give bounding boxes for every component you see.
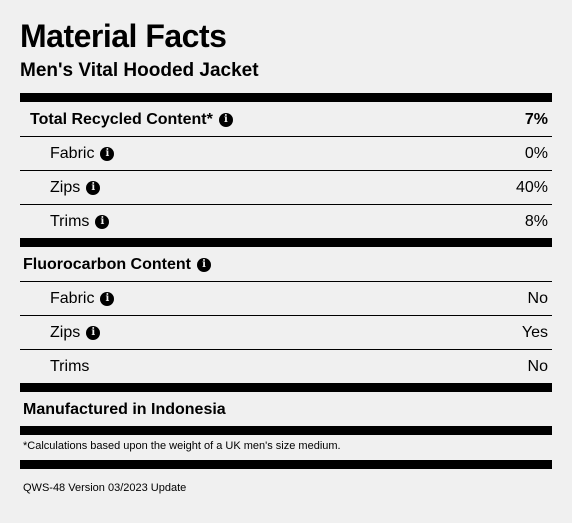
recycled-fabric-row: Fabric i 0% xyxy=(20,137,548,170)
divider xyxy=(20,170,552,171)
fluorocarbon-trims-value: No xyxy=(527,357,548,375)
recycled-trims-label: Trims xyxy=(50,212,90,230)
info-icon[interactable]: i xyxy=(100,146,115,161)
recycled-trims-row: Trims i 8% xyxy=(20,205,548,238)
divider xyxy=(20,204,552,205)
info-icon[interactable]: i xyxy=(196,257,211,272)
divider-thick xyxy=(20,426,552,435)
divider-thick xyxy=(20,383,552,392)
divider-thick xyxy=(20,93,552,102)
recycled-zips-value: 40% xyxy=(515,178,548,196)
fluorocarbon-zips-row: Zips i Yes xyxy=(20,316,548,349)
info-icon[interactable]: i xyxy=(95,214,110,229)
divider-thick xyxy=(20,238,552,247)
footnote: *Calculations based upon the weight of a… xyxy=(23,440,341,452)
page-title: Material Facts xyxy=(20,18,227,54)
recycled-fabric-value: 0% xyxy=(524,144,548,162)
version-label: QWS-48 Version 03/2023 Update xyxy=(23,482,187,494)
recycled-zips-label: Zips xyxy=(50,178,81,196)
fluorocarbon-zips-value: Yes xyxy=(521,323,548,341)
fluorocarbon-trims-label: Trims xyxy=(50,357,90,375)
info-icon[interactable]: i xyxy=(100,291,115,306)
recycled-fabric-label: Fabric xyxy=(50,144,95,162)
fluorocarbon-trims-row: Trims No xyxy=(20,350,548,383)
origin-row: Manufactured in Indonesia xyxy=(20,393,548,426)
fluorocarbon-fabric-value: No xyxy=(527,289,548,307)
recycled-total-label: Total Recycled Content* xyxy=(30,110,213,128)
product-name: Men's Vital Hooded Jacket xyxy=(20,60,259,81)
recycled-zips-row: Zips i 40% xyxy=(20,171,548,204)
recycled-trims-value: 8% xyxy=(524,212,548,230)
divider xyxy=(20,281,552,282)
info-icon[interactable]: i xyxy=(86,180,101,195)
info-icon[interactable]: i xyxy=(86,325,101,340)
fluorocarbon-row: Fluorocarbon Content i xyxy=(20,248,548,281)
recycled-total-row: Total Recycled Content* i 7% xyxy=(20,103,548,136)
fluorocarbon-label: Fluorocarbon Content xyxy=(23,255,191,273)
divider xyxy=(20,349,552,350)
divider-thick xyxy=(20,460,552,469)
fluorocarbon-fabric-row: Fabric i No xyxy=(20,282,548,315)
divider xyxy=(20,315,552,316)
fluorocarbon-fabric-label: Fabric xyxy=(50,289,95,307)
origin-label: Manufactured in Indonesia xyxy=(23,400,226,418)
fluorocarbon-zips-label: Zips xyxy=(50,323,81,341)
info-icon[interactable]: i xyxy=(218,112,233,127)
recycled-total-value: 7% xyxy=(524,110,548,128)
divider xyxy=(20,136,552,137)
